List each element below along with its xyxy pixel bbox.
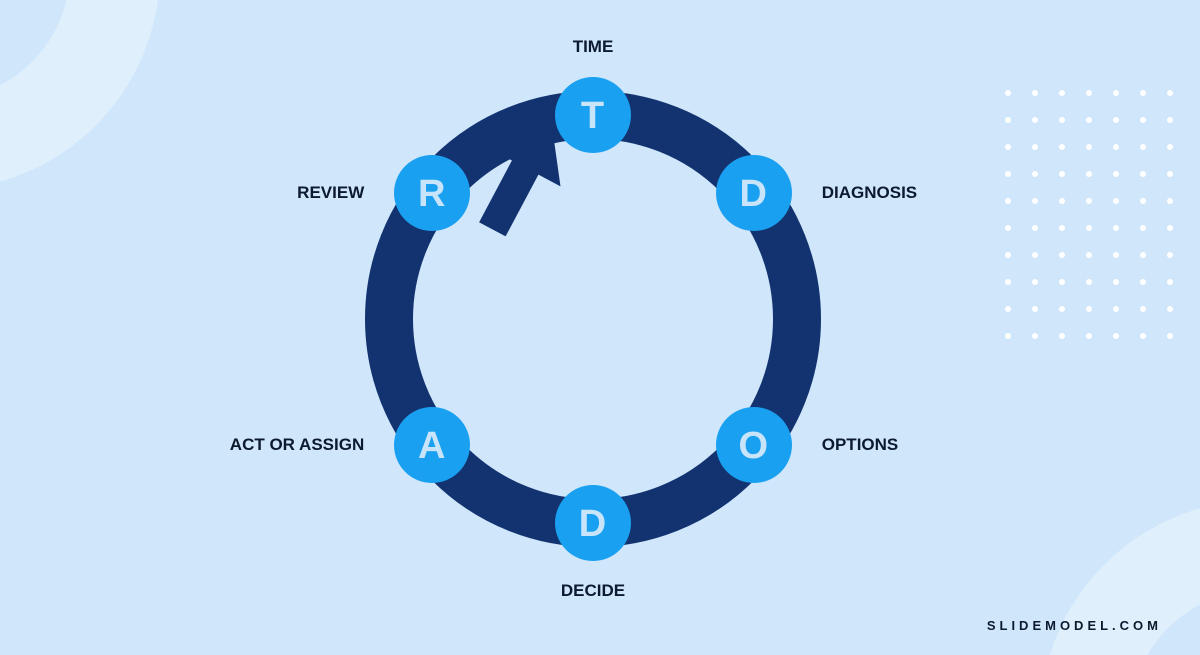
grid-dot	[1113, 225, 1119, 231]
grid-dot	[1113, 252, 1119, 258]
grid-dot	[1140, 117, 1146, 123]
grid-dot	[1086, 279, 1092, 285]
grid-dot	[1005, 144, 1011, 150]
grid-dot	[1032, 198, 1038, 204]
grid-dot	[1032, 144, 1038, 150]
grid-dot	[1140, 171, 1146, 177]
grid-dot	[1005, 198, 1011, 204]
cycle-node: T	[555, 77, 631, 153]
grid-dot	[1113, 171, 1119, 177]
grid-dot	[1086, 333, 1092, 339]
grid-dot	[1005, 252, 1011, 258]
cycle-node-label: ACT OR ASSIGN	[230, 435, 364, 455]
grid-dot	[1113, 144, 1119, 150]
grid-dot	[1032, 225, 1038, 231]
grid-dot	[1167, 90, 1173, 96]
grid-dot	[1167, 252, 1173, 258]
grid-dot	[1059, 144, 1065, 150]
grid-dot	[1113, 279, 1119, 285]
grid-dot	[1140, 90, 1146, 96]
grid-dot	[1059, 198, 1065, 204]
grid-dot	[1005, 279, 1011, 285]
grid-dot	[1113, 333, 1119, 339]
grid-dot	[1059, 333, 1065, 339]
grid-dot	[1086, 225, 1092, 231]
grid-dot	[1032, 333, 1038, 339]
cycle-node: D	[555, 485, 631, 561]
watermark-text: SLIDEMODEL.COM	[987, 618, 1162, 633]
cycle-node: D	[716, 155, 792, 231]
grid-dot	[1059, 117, 1065, 123]
grid-dot	[1059, 225, 1065, 231]
grid-dot	[1140, 279, 1146, 285]
grid-dot	[1167, 225, 1173, 231]
grid-dot	[1086, 252, 1092, 258]
grid-dot	[1059, 252, 1065, 258]
cycle-node-label: DECIDE	[561, 581, 625, 601]
cycle-node: O	[716, 407, 792, 483]
grid-dot	[1113, 306, 1119, 312]
cycle-node-label: OPTIONS	[822, 435, 899, 455]
grid-dot	[1140, 144, 1146, 150]
grid-dot	[1167, 333, 1173, 339]
grid-dot	[1032, 306, 1038, 312]
cycle-node-letter: D	[579, 505, 607, 543]
grid-dot	[1086, 306, 1092, 312]
grid-dot	[1032, 171, 1038, 177]
grid-dot	[1167, 198, 1173, 204]
grid-dot	[1113, 198, 1119, 204]
grid-dot	[1086, 198, 1092, 204]
grid-dot	[1140, 252, 1146, 258]
grid-dot	[1005, 306, 1011, 312]
cycle-node-label: DIAGNOSIS	[822, 183, 917, 203]
grid-dot	[1005, 171, 1011, 177]
cycle-node-label: REVIEW	[297, 183, 364, 203]
cycle-node-letter: D	[740, 175, 768, 213]
grid-dot	[1059, 90, 1065, 96]
grid-dot	[1032, 117, 1038, 123]
grid-dot	[1086, 171, 1092, 177]
diagram-stage: T TIME D DIAGNOSIS O OPTIONS D DECIDE A ACT OR AS…	[0, 0, 1200, 655]
cycle-node-letter: A	[418, 427, 446, 465]
cycle-node-letter: O	[738, 427, 769, 465]
grid-dot	[1167, 171, 1173, 177]
grid-dot	[1167, 117, 1173, 123]
cycle-node-label: TIME	[573, 37, 614, 57]
grid-dot	[1167, 144, 1173, 150]
grid-dot	[1005, 117, 1011, 123]
cycle-node: A	[394, 407, 470, 483]
grid-dot	[1032, 90, 1038, 96]
grid-dot	[1140, 306, 1146, 312]
grid-dot	[1005, 225, 1011, 231]
grid-dot	[1140, 225, 1146, 231]
grid-dot	[1140, 333, 1146, 339]
grid-dot	[1059, 171, 1065, 177]
grid-dot	[1059, 279, 1065, 285]
grid-dot	[1167, 306, 1173, 312]
grid-dot	[1032, 252, 1038, 258]
grid-dot	[1005, 90, 1011, 96]
grid-dot	[1086, 144, 1092, 150]
grid-dot	[1113, 117, 1119, 123]
grid-dot	[1086, 117, 1092, 123]
cycle-node-letter: T	[581, 97, 605, 135]
grid-dot	[1140, 198, 1146, 204]
cycle-node-letter: R	[418, 175, 446, 213]
grid-dot	[1167, 279, 1173, 285]
bg-arc-top-left	[0, 0, 160, 190]
grid-dot	[1032, 279, 1038, 285]
grid-dot	[1059, 306, 1065, 312]
grid-dot	[1086, 90, 1092, 96]
grid-dot	[1005, 333, 1011, 339]
grid-dot	[1113, 90, 1119, 96]
dot-grid	[1005, 90, 1194, 360]
